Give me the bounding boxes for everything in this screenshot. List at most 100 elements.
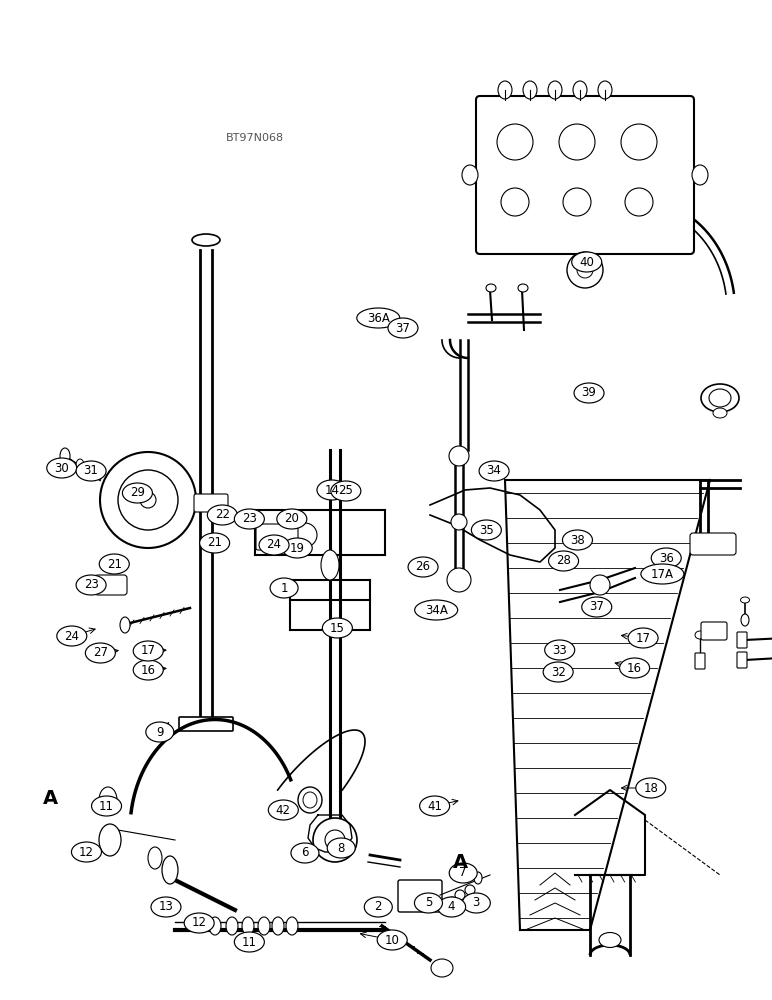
Ellipse shape — [472, 520, 501, 540]
Circle shape — [559, 124, 595, 160]
FancyBboxPatch shape — [95, 575, 127, 595]
Circle shape — [577, 262, 593, 278]
Text: A: A — [453, 852, 469, 871]
FancyBboxPatch shape — [179, 717, 233, 731]
Ellipse shape — [134, 660, 163, 680]
Ellipse shape — [321, 550, 339, 580]
Circle shape — [293, 523, 317, 547]
Text: 6: 6 — [301, 846, 309, 859]
Text: 29: 29 — [130, 487, 145, 499]
Circle shape — [325, 830, 345, 850]
Ellipse shape — [713, 408, 727, 418]
Ellipse shape — [415, 893, 442, 913]
Ellipse shape — [162, 856, 178, 884]
Text: 22: 22 — [215, 508, 230, 522]
Text: 23: 23 — [83, 578, 99, 591]
Ellipse shape — [641, 564, 684, 584]
Circle shape — [590, 575, 610, 595]
Text: 12: 12 — [191, 917, 207, 930]
Text: 26: 26 — [415, 560, 431, 573]
Ellipse shape — [563, 530, 592, 550]
Ellipse shape — [523, 81, 537, 99]
Ellipse shape — [474, 872, 482, 884]
Ellipse shape — [599, 932, 621, 947]
Circle shape — [501, 188, 529, 216]
Ellipse shape — [277, 509, 306, 529]
Ellipse shape — [548, 81, 562, 99]
Text: 30: 30 — [54, 462, 69, 475]
Text: 38: 38 — [570, 534, 585, 546]
Ellipse shape — [235, 509, 264, 529]
Text: 17A: 17A — [651, 567, 674, 580]
Ellipse shape — [235, 932, 264, 952]
Ellipse shape — [449, 863, 477, 883]
Ellipse shape — [574, 383, 604, 403]
Ellipse shape — [76, 459, 84, 471]
Circle shape — [625, 188, 653, 216]
Text: 16: 16 — [141, 664, 156, 677]
Text: 9: 9 — [156, 726, 164, 738]
Ellipse shape — [628, 628, 658, 648]
Ellipse shape — [270, 578, 298, 598]
Ellipse shape — [99, 787, 117, 813]
Circle shape — [621, 124, 657, 160]
Ellipse shape — [148, 847, 162, 869]
Text: 36: 36 — [659, 552, 674, 564]
Text: 24: 24 — [266, 538, 282, 552]
Text: 28: 28 — [556, 554, 571, 568]
Ellipse shape — [192, 234, 220, 246]
Ellipse shape — [258, 917, 270, 935]
Text: 3: 3 — [472, 897, 480, 910]
FancyBboxPatch shape — [476, 96, 694, 254]
Text: 17: 17 — [635, 632, 651, 645]
Text: 12: 12 — [79, 845, 94, 858]
Text: 10: 10 — [384, 934, 400, 946]
Text: 40: 40 — [579, 255, 594, 268]
Text: 8: 8 — [337, 841, 345, 854]
FancyBboxPatch shape — [695, 653, 705, 669]
Ellipse shape — [415, 600, 458, 620]
Circle shape — [567, 252, 603, 288]
Ellipse shape — [303, 792, 317, 808]
Text: 32: 32 — [550, 666, 566, 679]
Text: 4: 4 — [448, 901, 455, 914]
Ellipse shape — [462, 893, 490, 913]
Text: 34: 34 — [486, 464, 502, 478]
Ellipse shape — [291, 843, 319, 863]
Text: 20: 20 — [284, 512, 300, 526]
Text: 36A: 36A — [367, 312, 390, 325]
Ellipse shape — [709, 389, 731, 407]
Text: 15: 15 — [330, 621, 345, 635]
Circle shape — [313, 818, 357, 862]
Ellipse shape — [701, 384, 739, 412]
Text: 39: 39 — [581, 386, 597, 399]
Ellipse shape — [76, 461, 106, 481]
Text: 37: 37 — [395, 322, 411, 335]
Ellipse shape — [549, 551, 578, 571]
FancyBboxPatch shape — [194, 494, 228, 512]
FancyBboxPatch shape — [737, 632, 747, 648]
Text: BT97N068: BT97N068 — [225, 133, 284, 143]
Text: 24: 24 — [64, 630, 80, 643]
Circle shape — [118, 470, 178, 530]
FancyBboxPatch shape — [398, 880, 442, 912]
Text: 37: 37 — [589, 600, 604, 613]
Ellipse shape — [151, 897, 181, 917]
Text: 1: 1 — [280, 581, 288, 594]
Circle shape — [446, 897, 458, 909]
Text: 11: 11 — [242, 936, 257, 948]
Ellipse shape — [695, 631, 705, 639]
Text: 16: 16 — [627, 662, 642, 675]
Text: 11: 11 — [99, 800, 114, 812]
Text: 31: 31 — [83, 464, 99, 478]
FancyBboxPatch shape — [737, 652, 747, 668]
Ellipse shape — [99, 824, 121, 856]
Ellipse shape — [572, 252, 601, 272]
Circle shape — [455, 890, 465, 900]
Ellipse shape — [598, 81, 612, 99]
Ellipse shape — [92, 796, 121, 816]
Ellipse shape — [323, 618, 352, 638]
Text: 25: 25 — [338, 485, 354, 497]
Text: 18: 18 — [643, 782, 659, 794]
Ellipse shape — [486, 284, 496, 292]
